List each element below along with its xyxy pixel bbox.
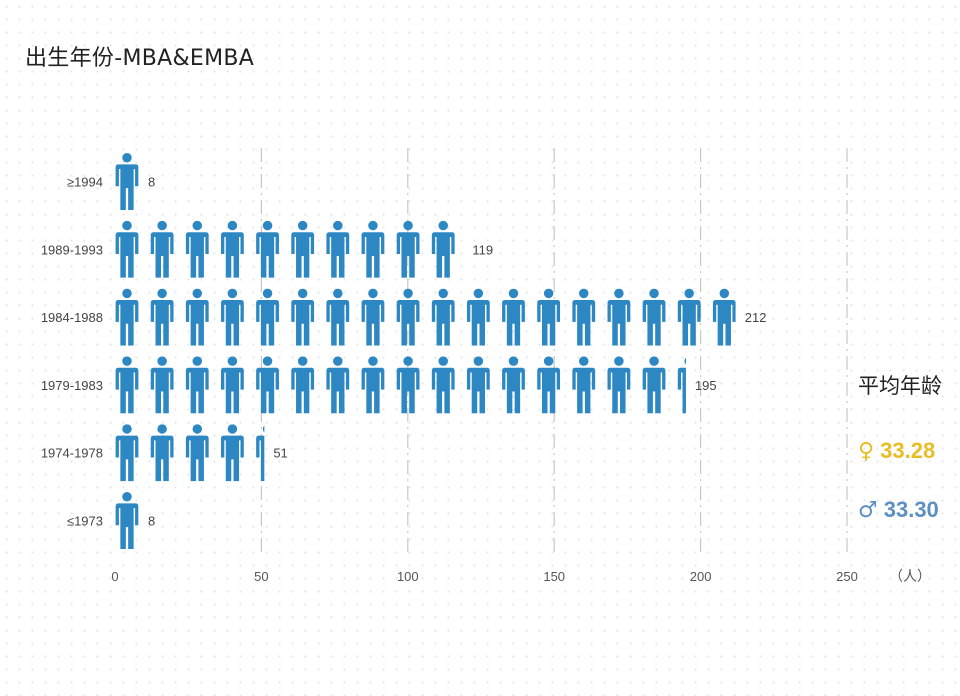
x-tick-label: 250 [836, 569, 858, 584]
person-icon [361, 356, 385, 414]
category-label: ≤1973 [67, 514, 103, 529]
person-icon [712, 288, 736, 346]
person-icon [256, 356, 279, 414]
person-icon [537, 288, 561, 346]
person-icon [150, 220, 174, 278]
person-icon [185, 220, 209, 278]
person-icon [150, 424, 174, 482]
person-icon [537, 356, 561, 414]
female-symbol-icon: ♀ [858, 439, 875, 464]
chart-title: 出生年份-MBA&EMBA [25, 46, 255, 71]
male-average-value: 33.30 [883, 497, 939, 522]
male-symbol-icon: ♂ [858, 498, 878, 523]
person-icon [431, 288, 455, 346]
person-icon [642, 356, 666, 414]
person-icon [115, 153, 139, 210]
person-icon [115, 220, 139, 278]
data-label: 119 [472, 242, 493, 257]
person-icon [150, 288, 174, 346]
x-tick-label: 200 [690, 569, 712, 584]
female-average-age: ♀ 33.28 [858, 438, 935, 464]
x-axis-unit-label: （人） [889, 569, 931, 585]
male-average-age: ♂ 33.30 [858, 497, 939, 523]
person-icon [291, 356, 315, 414]
person-icon [185, 356, 209, 414]
person-icon [431, 356, 455, 414]
person-icon [502, 356, 525, 414]
icon-bar [115, 153, 139, 210]
person-icon [115, 288, 139, 346]
category-label: ≥1994 [67, 175, 103, 190]
person-icon [221, 288, 244, 346]
person-icon [361, 220, 385, 278]
person-icon [572, 288, 596, 346]
person-icon [115, 424, 139, 482]
category-label: 1974-1978 [41, 446, 103, 461]
icon-bar [115, 356, 686, 414]
person-icon [361, 288, 385, 346]
person-icon [396, 356, 420, 414]
data-label: 195 [695, 378, 717, 393]
icon-bar [115, 288, 736, 346]
icon-bar [115, 492, 139, 549]
person-icon [326, 356, 350, 414]
x-tick-label: 50 [254, 569, 268, 584]
person-icon [221, 424, 244, 482]
person-icon [221, 356, 244, 414]
category-label: 1989-1993 [41, 242, 103, 257]
person-icon [185, 424, 209, 482]
person-icon [466, 288, 490, 346]
person-icon [607, 356, 631, 414]
person-icon [396, 220, 420, 278]
data-label: 51 [273, 446, 287, 461]
icon-bar [115, 424, 265, 482]
female-average-value: 33.28 [880, 438, 936, 463]
person-icon [326, 220, 350, 278]
person-icon [256, 220, 279, 278]
person-icon [572, 356, 596, 414]
person-icon [185, 288, 209, 346]
person-icon [326, 288, 350, 346]
person-icon [115, 356, 139, 414]
data-label: 8 [148, 175, 155, 190]
category-label: 1979-1983 [41, 378, 103, 393]
average-age-title: 平均年龄 [858, 374, 942, 398]
person-icon [291, 288, 315, 346]
person-icon [221, 220, 244, 278]
person-icon [607, 288, 631, 346]
person-icon [115, 492, 139, 549]
person-icon [431, 220, 455, 278]
person-icon [256, 288, 279, 346]
x-tick-label: 150 [543, 569, 565, 584]
icon-bar [115, 220, 455, 278]
person-icon [150, 356, 174, 414]
x-tick-label: 100 [397, 569, 419, 584]
person-icon [677, 288, 701, 346]
person-icon [642, 288, 666, 346]
data-label: 212 [745, 310, 767, 325]
person-icon [466, 356, 490, 414]
person-icon [291, 220, 315, 278]
person-icon [502, 288, 525, 346]
x-tick-label: 0 [111, 569, 118, 584]
data-label: 8 [148, 514, 155, 529]
category-label: 1984-1988 [41, 310, 103, 325]
